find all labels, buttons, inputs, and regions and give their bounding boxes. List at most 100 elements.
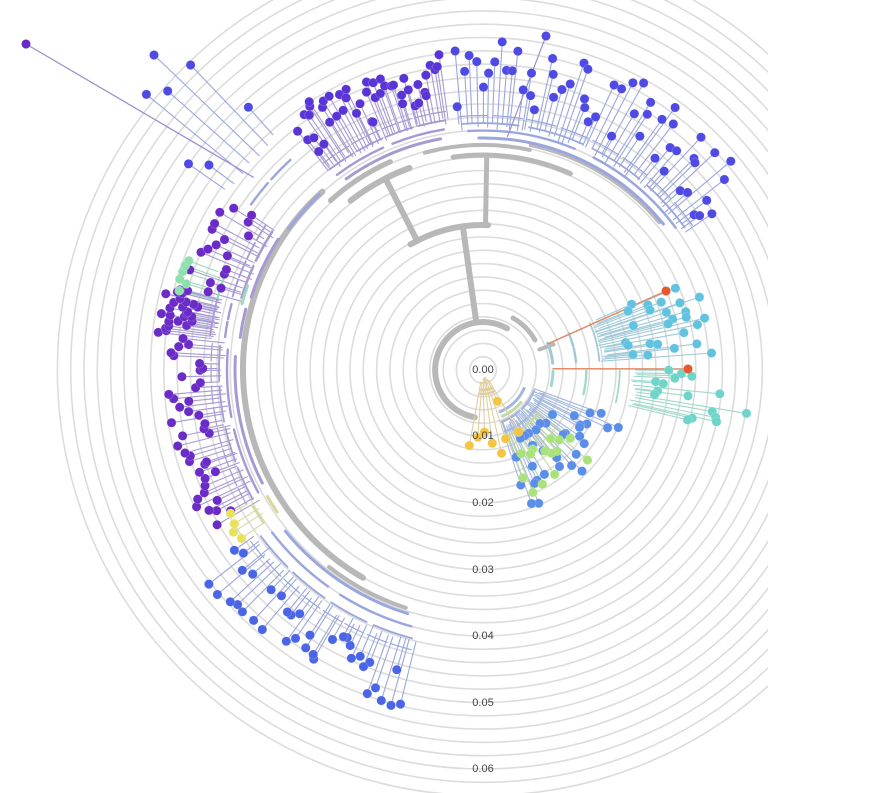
- trunk-arc-outer-lower: [329, 567, 406, 608]
- internal-arc: [233, 280, 238, 296]
- tip-node: [712, 417, 721, 426]
- tip-node: [247, 211, 256, 220]
- tip-node: [277, 591, 286, 600]
- internal-arc: [251, 183, 268, 204]
- tip-node: [226, 509, 235, 518]
- tip-node: [413, 80, 422, 89]
- tip-node: [210, 219, 219, 228]
- tip-node: [490, 57, 499, 66]
- axis-tick-label-4: 0.04: [472, 630, 493, 642]
- tip-node: [580, 439, 589, 448]
- internal-arc: [289, 195, 319, 229]
- tip-node: [575, 423, 584, 432]
- outlier-tip-node: [21, 39, 30, 48]
- tip-node: [166, 348, 175, 357]
- tip-node: [386, 701, 395, 710]
- tip-node: [465, 441, 474, 450]
- tip-node: [670, 374, 679, 383]
- tip-node: [211, 467, 220, 476]
- tip-node: [484, 69, 493, 78]
- tip-node: [220, 235, 229, 244]
- tip-node: [293, 127, 302, 136]
- tip-node: [493, 397, 502, 406]
- internal-arc: [481, 388, 492, 390]
- tip-node: [222, 265, 231, 274]
- tip-node: [195, 468, 204, 477]
- tip-node: [204, 506, 213, 515]
- tip-node: [164, 390, 173, 399]
- tip-branch: [220, 212, 264, 238]
- tip-node: [213, 520, 222, 529]
- tip-node: [167, 418, 176, 427]
- tip-node: [528, 462, 537, 471]
- tip-branch: [469, 56, 472, 124]
- tip-node: [683, 415, 692, 424]
- tip-node: [215, 208, 224, 217]
- tip-node: [226, 597, 235, 606]
- tip-node: [540, 446, 549, 455]
- internal-arc: [574, 349, 576, 363]
- tip-node: [624, 341, 633, 350]
- tip-node: [396, 700, 405, 709]
- trunk-arc-215a: [351, 168, 410, 201]
- tip-node: [695, 293, 704, 302]
- tip-node: [669, 119, 678, 128]
- tip-node: [244, 231, 253, 240]
- tip-node: [630, 109, 639, 118]
- tip-node: [710, 148, 719, 157]
- tip-node: [742, 409, 751, 418]
- tip-node: [328, 635, 337, 644]
- tip-node: [695, 211, 704, 220]
- internal-arc: [551, 371, 553, 385]
- tip-node: [527, 499, 536, 508]
- tip-node: [567, 461, 576, 470]
- tip-node: [664, 366, 673, 375]
- tip-node: [238, 566, 247, 575]
- tip-node: [339, 106, 348, 115]
- tip-node: [540, 470, 549, 479]
- tip-node: [213, 590, 222, 599]
- tip-node: [433, 62, 442, 71]
- tip-node: [204, 160, 213, 169]
- tip-node: [690, 158, 699, 167]
- internal-arc: [367, 635, 387, 643]
- internal-arc: [619, 379, 620, 386]
- inner-red-tip-node: [661, 286, 670, 295]
- tip-node: [566, 79, 575, 88]
- trunk-radial-main: [463, 226, 476, 322]
- tip-node: [643, 351, 652, 360]
- tip-node: [200, 419, 209, 428]
- tip-node: [389, 81, 398, 90]
- tip-node: [149, 50, 158, 59]
- tip-node: [550, 470, 559, 479]
- tip-node: [202, 457, 211, 466]
- tip-node: [356, 652, 365, 661]
- tip-branch: [483, 379, 484, 432]
- tip-node: [696, 133, 705, 142]
- axis-tick-label-2: 0.02: [472, 497, 493, 509]
- internal-arc: [586, 371, 587, 382]
- tip-branch: [360, 626, 373, 656]
- axis-tick-label-0: 0.00: [472, 364, 493, 376]
- tip-node: [546, 434, 555, 443]
- tip-node: [434, 50, 443, 59]
- tip-node: [422, 91, 431, 100]
- tip-node: [549, 70, 558, 79]
- axis-tick-label-3: 0.03: [472, 564, 493, 576]
- tip-node: [675, 298, 684, 307]
- tip-node: [223, 251, 232, 260]
- tip-node: [342, 85, 351, 94]
- tip-node: [175, 286, 184, 295]
- tip-node: [248, 570, 257, 579]
- tip-node: [526, 91, 535, 100]
- tip-branch: [640, 148, 670, 184]
- tip-branch: [174, 356, 224, 358]
- tip-node: [368, 118, 377, 127]
- tip-node: [249, 616, 258, 625]
- tip-node: [305, 111, 314, 120]
- tip-node: [555, 462, 564, 471]
- internal-arc: [594, 333, 596, 341]
- tip-node: [671, 103, 680, 112]
- trunk-radial-top: [486, 155, 487, 225]
- tip-node: [700, 314, 709, 323]
